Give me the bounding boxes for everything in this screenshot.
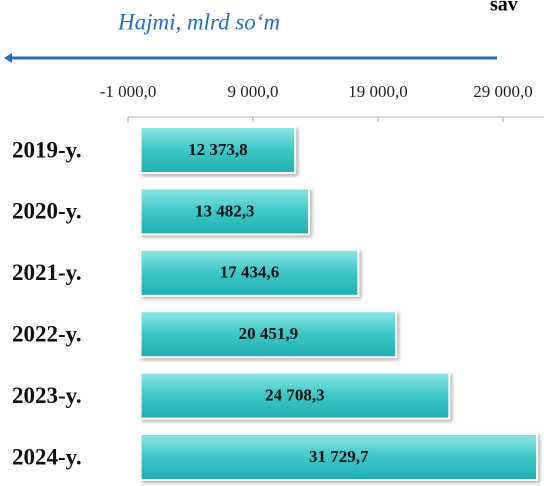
category-label: 2024-y. [12,444,82,469]
axis-label: Hajmi, mlrd so‘m [117,9,280,34]
category-label: 2022-y. [12,321,82,346]
value-label: 13 482,3 [195,201,255,220]
category-label: 2019-y. [12,137,82,162]
value-label: 24 708,3 [265,386,325,405]
x-tick-label: -1 000,0 [100,82,157,101]
bar [139,433,539,481]
category-label: 2023-y. [12,383,82,408]
x-tick-label: 9 000,0 [228,82,279,101]
bar [139,187,311,236]
bar [139,248,360,297]
bar [139,126,297,174]
bar [139,310,398,359]
category-label: 2020-y. [12,199,82,224]
x-tick-label: 29 000,0 [473,82,533,101]
chart-title: sav [490,0,518,16]
arrow-head [4,53,12,63]
bar [139,371,451,420]
category-label: 2021-y. [12,260,82,285]
x-tick-label: 19 000,0 [348,82,408,101]
value-label: 31 729,7 [309,447,369,466]
value-label: 20 451,9 [239,324,299,343]
value-label: 17 434,6 [220,263,280,282]
value-label: 12 373,8 [188,140,248,159]
